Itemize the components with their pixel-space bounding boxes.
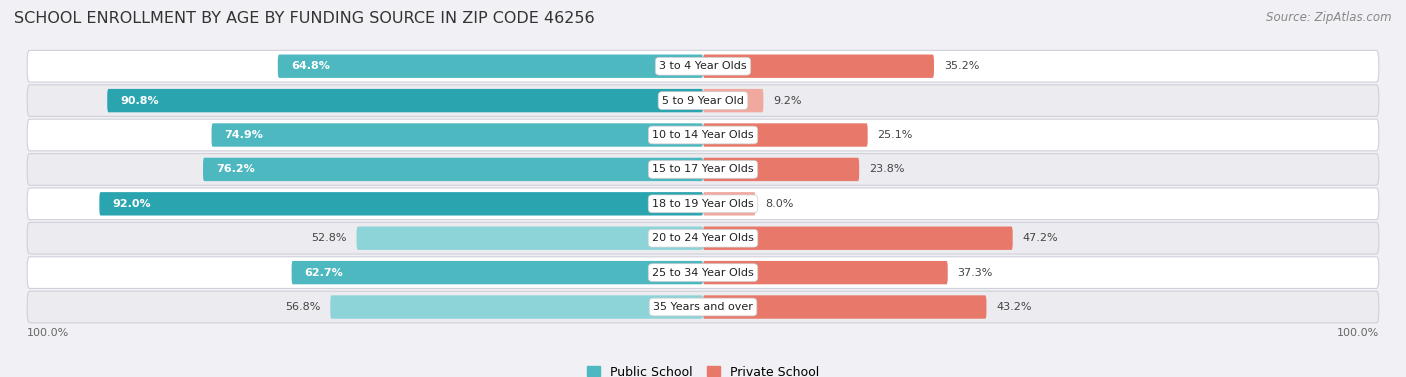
FancyBboxPatch shape — [291, 261, 703, 284]
Text: 43.2%: 43.2% — [997, 302, 1032, 312]
Text: 56.8%: 56.8% — [285, 302, 321, 312]
Text: 9.2%: 9.2% — [773, 96, 801, 106]
Text: 74.9%: 74.9% — [225, 130, 263, 140]
Text: 62.7%: 62.7% — [305, 268, 343, 277]
Text: 23.8%: 23.8% — [869, 164, 904, 175]
FancyBboxPatch shape — [100, 192, 703, 216]
Text: 15 to 17 Year Olds: 15 to 17 Year Olds — [652, 164, 754, 175]
Text: 92.0%: 92.0% — [112, 199, 150, 209]
FancyBboxPatch shape — [703, 192, 755, 216]
Text: 10 to 14 Year Olds: 10 to 14 Year Olds — [652, 130, 754, 140]
Text: 100.0%: 100.0% — [1337, 328, 1379, 338]
Text: 25 to 34 Year Olds: 25 to 34 Year Olds — [652, 268, 754, 277]
Text: 20 to 24 Year Olds: 20 to 24 Year Olds — [652, 233, 754, 243]
Legend: Public School, Private School: Public School, Private School — [588, 366, 818, 377]
Text: 37.3%: 37.3% — [957, 268, 993, 277]
FancyBboxPatch shape — [202, 158, 703, 181]
FancyBboxPatch shape — [27, 51, 1379, 82]
Text: SCHOOL ENROLLMENT BY AGE BY FUNDING SOURCE IN ZIP CODE 46256: SCHOOL ENROLLMENT BY AGE BY FUNDING SOUR… — [14, 11, 595, 26]
Text: Source: ZipAtlas.com: Source: ZipAtlas.com — [1267, 11, 1392, 24]
FancyBboxPatch shape — [107, 89, 703, 112]
FancyBboxPatch shape — [703, 295, 987, 319]
Text: 18 to 19 Year Olds: 18 to 19 Year Olds — [652, 199, 754, 209]
FancyBboxPatch shape — [27, 257, 1379, 288]
FancyBboxPatch shape — [330, 295, 703, 319]
FancyBboxPatch shape — [211, 123, 703, 147]
FancyBboxPatch shape — [27, 188, 1379, 220]
Text: 64.8%: 64.8% — [291, 61, 330, 71]
Text: 8.0%: 8.0% — [765, 199, 794, 209]
Text: 47.2%: 47.2% — [1022, 233, 1059, 243]
FancyBboxPatch shape — [357, 227, 703, 250]
Text: 3 to 4 Year Olds: 3 to 4 Year Olds — [659, 61, 747, 71]
FancyBboxPatch shape — [278, 55, 703, 78]
FancyBboxPatch shape — [703, 89, 763, 112]
Text: 5 to 9 Year Old: 5 to 9 Year Old — [662, 96, 744, 106]
Text: 100.0%: 100.0% — [27, 328, 69, 338]
FancyBboxPatch shape — [703, 55, 934, 78]
Text: 52.8%: 52.8% — [311, 233, 347, 243]
FancyBboxPatch shape — [703, 227, 1012, 250]
Text: 90.8%: 90.8% — [121, 96, 159, 106]
FancyBboxPatch shape — [27, 222, 1379, 254]
FancyBboxPatch shape — [703, 261, 948, 284]
Text: 25.1%: 25.1% — [877, 130, 912, 140]
Text: 76.2%: 76.2% — [217, 164, 254, 175]
FancyBboxPatch shape — [27, 85, 1379, 116]
Text: 35 Years and over: 35 Years and over — [652, 302, 754, 312]
FancyBboxPatch shape — [703, 158, 859, 181]
FancyBboxPatch shape — [27, 153, 1379, 185]
FancyBboxPatch shape — [27, 119, 1379, 151]
FancyBboxPatch shape — [703, 123, 868, 147]
Text: 35.2%: 35.2% — [943, 61, 979, 71]
FancyBboxPatch shape — [27, 291, 1379, 323]
